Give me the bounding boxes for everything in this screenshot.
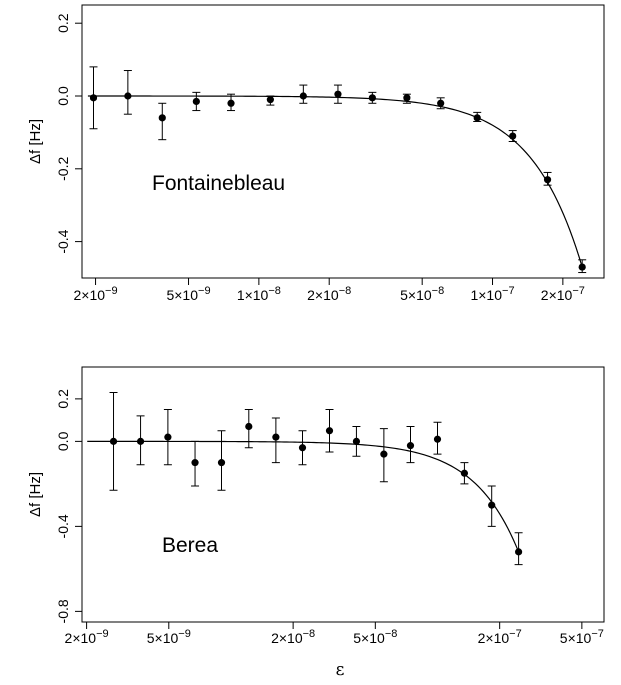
- plot-frame: [81, 4, 605, 279]
- data-point: [509, 132, 517, 140]
- data-point: [124, 92, 132, 100]
- x-tick-label: 2×10−8: [307, 285, 351, 303]
- x-tick-label: 5×10−8: [400, 285, 444, 303]
- data-point: [406, 442, 415, 450]
- data-point: [403, 94, 411, 102]
- y-tick-label: 0.0: [55, 431, 71, 451]
- data-point: [217, 459, 226, 467]
- y-tick-label: 0.2: [55, 13, 71, 33]
- data-point: [245, 422, 253, 431]
- data-point: [158, 114, 166, 122]
- panel-annotation: Fontainebleau: [152, 172, 285, 195]
- data-point: [515, 548, 523, 556]
- data-point: [136, 437, 145, 445]
- data-point: [380, 450, 388, 458]
- panel-annotation: Berea: [162, 534, 218, 557]
- y-tick-label: -0.8: [55, 599, 71, 623]
- x-tick-label: 2×10−8: [271, 628, 315, 646]
- y-tick-label: 0.0: [55, 86, 71, 106]
- data-point: [473, 114, 481, 122]
- data-point: [192, 97, 200, 106]
- data-point: [578, 263, 586, 271]
- x-tick-label: 5×10−9: [166, 285, 210, 303]
- x-tick-label: 1×10−8: [237, 285, 281, 303]
- data-point: [266, 96, 274, 104]
- top-panel-fontainebleau: 0.2 0.0 -0.2 -0.4 Δf [Hz] 2×10−9 5×10−9 1×10−8 2…: [27, 4, 605, 303]
- plot-frame: [81, 366, 605, 623]
- bottom-panel-berea: 0.2 0.0 -0.4 -0.8 Δf [Hz] 2×10−9 5×10−9 2×10−8 5…: [27, 366, 605, 680]
- x-tick-label: 2×10−9: [65, 628, 109, 646]
- data-point: [272, 433, 280, 441]
- data-point: [109, 437, 118, 445]
- y-tick-label: -0.4: [55, 229, 71, 253]
- x-tick-label: 2×10−7: [541, 285, 585, 303]
- y-tick-label: -0.2: [55, 157, 71, 181]
- data-point: [191, 459, 199, 467]
- y-tick-label: 0.2: [55, 389, 71, 409]
- x-tick-label: 2×10−9: [74, 285, 118, 303]
- x-axis-title: ε: [336, 660, 345, 680]
- data-point: [298, 444, 307, 452]
- x-tick-label: 5×10−8: [353, 628, 397, 646]
- data-point: [488, 501, 496, 509]
- data-point: [437, 99, 445, 107]
- data-point: [299, 92, 307, 100]
- y-axis-title: Δf [Hz]: [27, 119, 44, 164]
- data-point: [368, 94, 376, 102]
- x-tick-label: 1×10−7: [470, 285, 514, 303]
- y-axis-title: Δf [Hz]: [27, 472, 44, 517]
- fit-curve: [87, 95, 583, 268]
- data-point: [164, 433, 172, 441]
- x-tick-label: 5×10−9: [147, 628, 191, 646]
- data-point: [543, 176, 552, 184]
- data-point: [325, 427, 334, 435]
- data-point: [227, 99, 235, 107]
- data-point: [460, 469, 469, 477]
- y-tick-label: -0.4: [55, 514, 71, 538]
- x-tick-label: 2×10−7: [478, 628, 522, 646]
- data-point: [433, 435, 442, 443]
- data-point: [89, 94, 98, 102]
- data-point: [334, 90, 342, 98]
- data-point: [352, 437, 361, 445]
- x-tick-label: 5×10−7: [560, 628, 604, 646]
